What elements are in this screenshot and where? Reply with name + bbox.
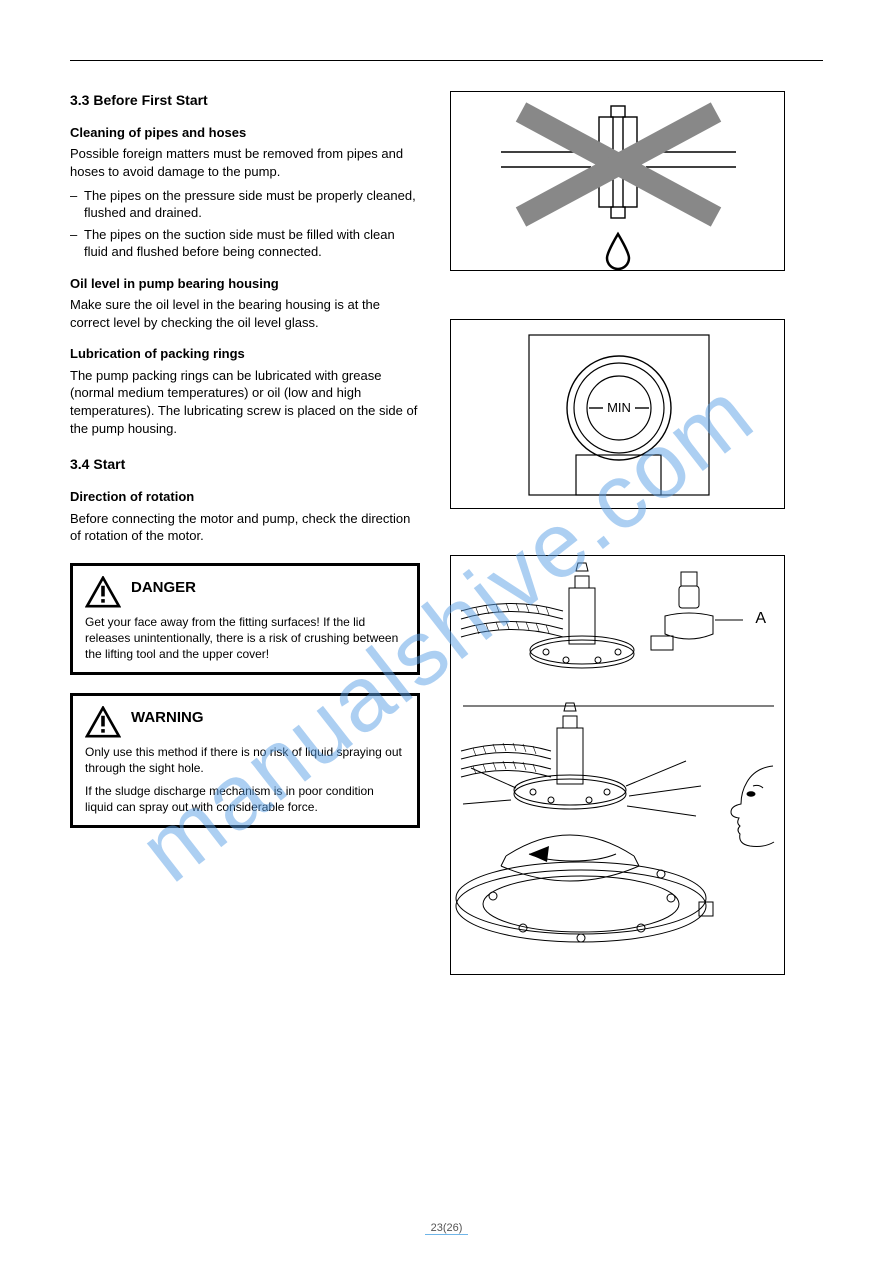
warning-triangle-icon [85, 576, 121, 608]
warning-body-1: Only use this method if there is no risk… [85, 744, 405, 776]
danger-box: DANGER Get your face away from the fitti… [70, 563, 420, 676]
paragraph: Make sure the oil level in the bearing h… [70, 296, 420, 331]
header-rule [70, 60, 823, 61]
warning-header: WARNING [85, 706, 405, 738]
right-column: MIN [450, 91, 823, 975]
section-heading-3-3: 3.3 Before First Start [70, 91, 420, 110]
bullet-dash: – [70, 226, 84, 261]
section-heading-3-4: 3.4 Start [70, 455, 420, 474]
page: 3.3 Before First Start Cleaning of pipes… [0, 0, 893, 1263]
list-item: – The pipes on the suction side must be … [70, 226, 420, 261]
left-column: 3.3 Before First Start Cleaning of pipes… [70, 91, 420, 975]
page-footer: 23(26) [0, 1222, 893, 1235]
min-label: MIN [607, 400, 631, 415]
list-item-text: The pipes on the suction side must be fi… [84, 226, 420, 261]
warning-title: WARNING [131, 708, 204, 728]
paragraph: The pump packing rings can be lubricated… [70, 367, 420, 437]
callout-a: A [755, 610, 766, 628]
warning-body-2: If the sludge discharge mechanism is in … [85, 783, 405, 815]
paragraph: Possible foreign matters must be removed… [70, 145, 420, 180]
two-column-layout: 3.3 Before First Start Cleaning of pipes… [70, 91, 823, 975]
subheading-cleaning: Cleaning of pipes and hoses [70, 124, 420, 142]
list-item: – The pipes on the pressure side must be… [70, 187, 420, 222]
danger-title: DANGER [131, 578, 196, 598]
paragraph: Before connecting the motor and pump, ch… [70, 510, 420, 545]
danger-header: DANGER [85, 576, 405, 608]
subheading-rotation: Direction of rotation [70, 488, 420, 506]
warning-triangle-icon [85, 706, 121, 738]
warning-box: WARNING Only use this method if there is… [70, 693, 420, 828]
danger-body: Get your face away from the fitting surf… [85, 614, 405, 663]
page-number: 23(26) [425, 1222, 469, 1235]
list-item-text: The pipes on the pressure side must be p… [84, 187, 420, 222]
figure-lifting-tool: A [450, 555, 785, 975]
bullet-dash: – [70, 187, 84, 222]
figure-sight-glass: MIN [450, 319, 785, 509]
subheading-lubrication: Lubrication of packing rings [70, 345, 420, 363]
figure-crossed-flange [450, 91, 785, 271]
subheading-oil-level: Oil level in pump bearing housing [70, 275, 420, 293]
